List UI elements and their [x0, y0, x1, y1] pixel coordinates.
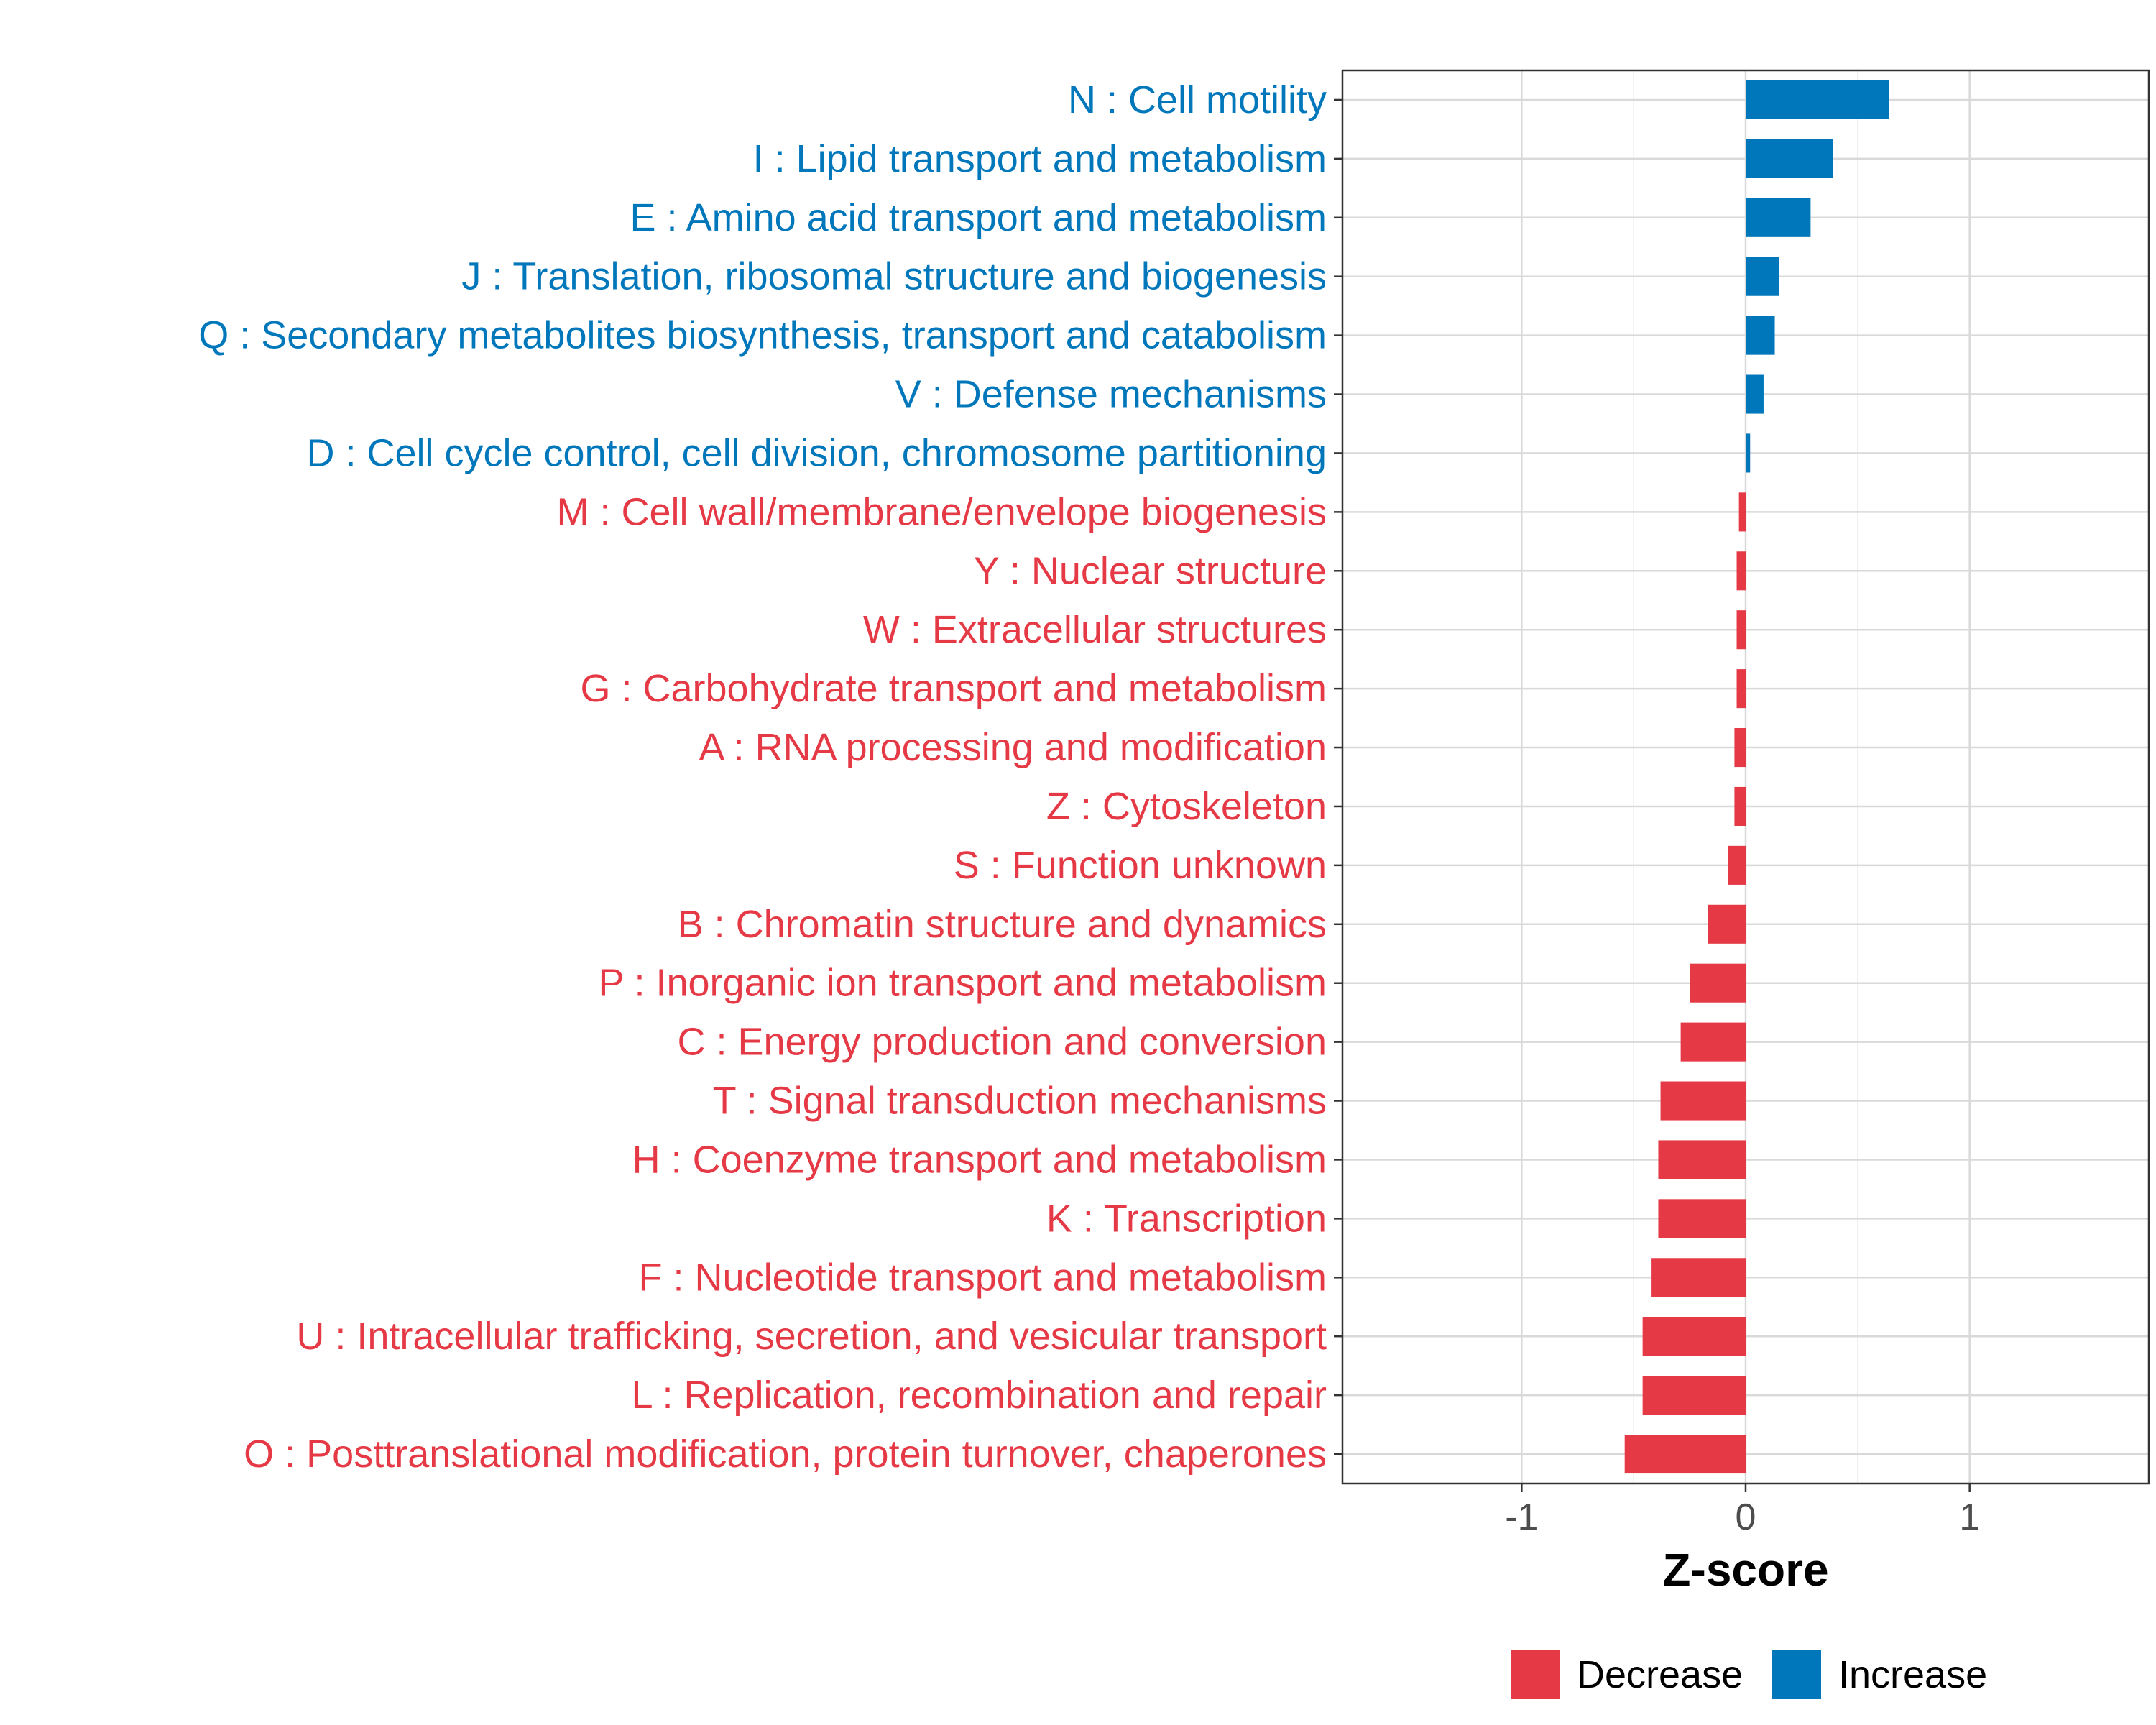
y-axis-category-labels: N : Cell motility I : Lipid transport and…	[198, 78, 1327, 1476]
category-label: B : Chromatin structure and dynamics	[678, 903, 1327, 946]
category-label: M : Cell wall/membrane/envelope biogenes…	[556, 490, 1327, 533]
category-label: N : Cell motility	[1068, 78, 1327, 121]
x-tick-label: 0	[1736, 1496, 1756, 1538]
category-label: Z : Cytoskeleton	[1046, 785, 1327, 828]
bar-g	[1736, 669, 1746, 709]
bar-e	[1746, 198, 1811, 237]
category-label: F : Nucleotide transport and metabolism	[639, 1256, 1327, 1299]
category-label: T : Signal transduction mechanisms	[713, 1080, 1327, 1123]
x-axis-title: Z-score	[1662, 1544, 1828, 1596]
x-tick-label: -1	[1505, 1496, 1538, 1538]
category-label: E : Amino acid transport and metabolism	[630, 196, 1327, 239]
bar-i	[1746, 139, 1833, 178]
bar-m	[1738, 492, 1746, 532]
category-label: S : Function unknown	[954, 844, 1327, 887]
bar-w	[1736, 610, 1746, 650]
bar-d	[1746, 433, 1751, 473]
bar-v	[1746, 374, 1764, 414]
legend-label-increase: Increase	[1838, 1653, 1987, 1696]
bar-n	[1746, 80, 1889, 119]
category-label: H : Coenzyme transport and metabolism	[632, 1138, 1327, 1181]
bar-y	[1736, 551, 1746, 591]
bar-l	[1642, 1376, 1746, 1415]
category-label: A : RNA processing and modification	[699, 726, 1327, 769]
category-label: C : Energy production and conversion	[677, 1021, 1327, 1064]
legend-swatch-increase	[1772, 1650, 1821, 1699]
category-label: P : Inorganic ion transport and metaboli…	[598, 962, 1327, 1005]
bar-o	[1624, 1435, 1746, 1474]
category-label: K : Transcription	[1046, 1197, 1327, 1240]
bar-j	[1746, 257, 1779, 296]
category-label: J : Translation, ribosomal structure and…	[461, 255, 1327, 298]
category-label: V : Defense mechanisms	[895, 373, 1327, 416]
category-label: G : Carbohydrate transport and metabolis…	[581, 667, 1327, 710]
legend: Decrease Increase	[1511, 1650, 1987, 1699]
bar-p	[1690, 963, 1746, 1003]
legend-label-decrease: Decrease	[1577, 1653, 1743, 1696]
category-label: O : Posttranslational modification, prot…	[244, 1432, 1327, 1476]
bar-f	[1651, 1258, 1746, 1297]
bar-h	[1658, 1140, 1746, 1179]
bar-c	[1680, 1022, 1746, 1062]
y-axis-ticks	[1334, 98, 1342, 1455]
bar-s	[1728, 845, 1746, 885]
category-label: W : Extracellular structures	[863, 608, 1327, 651]
bar-z	[1734, 786, 1746, 826]
category-label: Q : Secondary metabolites biosynthesis, …	[198, 314, 1327, 357]
bar-a	[1734, 728, 1746, 768]
bar-u	[1642, 1317, 1746, 1356]
x-axis-ticks: -1 0 1	[1505, 1484, 1980, 1538]
legend-swatch-decrease	[1511, 1650, 1560, 1699]
category-label: U : Intracellular trafficking, secretion…	[296, 1315, 1327, 1358]
category-label: L : Replication, recombination and repai…	[631, 1374, 1327, 1417]
bar-b	[1708, 904, 1746, 944]
x-tick-label: 1	[1959, 1496, 1980, 1538]
bars	[1624, 80, 1889, 1474]
category-label: Y : Nuclear structure	[974, 549, 1327, 592]
category-label: I : Lipid transport and metabolism	[753, 137, 1327, 180]
bar-t	[1660, 1081, 1746, 1121]
bar-q	[1746, 316, 1775, 355]
category-label: D : Cell cycle control, cell division, c…	[306, 431, 1327, 474]
bar-k	[1658, 1199, 1746, 1238]
